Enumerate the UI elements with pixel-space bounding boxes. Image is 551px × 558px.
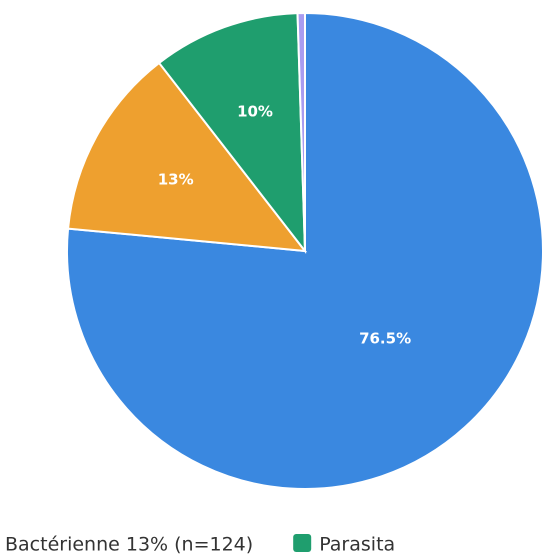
pie-slice	[157, 12, 307, 255]
legend-label: Parasita	[319, 534, 395, 556]
data-label: 13%	[158, 170, 194, 188]
data-label: 76.5%	[359, 330, 411, 348]
legend-label: Bactérienne 13% (n=124)	[5, 534, 253, 556]
data-label: 10%	[237, 103, 273, 121]
pie-slice	[296, 11, 306, 252]
legend-swatch	[293, 534, 312, 552]
pie-slice	[66, 61, 308, 253]
